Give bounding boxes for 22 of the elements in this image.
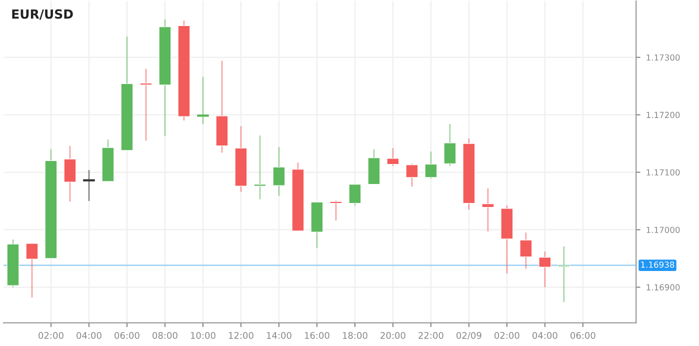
y-tick-label: 1.17000 <box>646 226 680 234</box>
x-tick-label: 04:00 <box>76 332 102 339</box>
x-tick-label: 20:00 <box>380 332 406 339</box>
x-tick-label: 16:00 <box>304 332 330 339</box>
x-tick-label: 06:00 <box>570 332 596 339</box>
x-tick-label: 06:00 <box>114 332 140 339</box>
x-tick-label: 02:00 <box>494 332 520 339</box>
x-tick-label: 02/09 <box>456 332 482 340</box>
x-tick-label: 22:00 <box>418 332 444 339</box>
y-tick-label: 1.17100 <box>646 169 680 176</box>
ref-line-label: 1.16938 <box>641 261 674 268</box>
text: EUR/USD <box>12 9 73 20</box>
y-tick-label: 1.17200 <box>646 112 680 118</box>
x-tick-label: 08:00 <box>152 332 178 339</box>
x-tick-label: 04:00 <box>532 332 558 339</box>
x-tick-label: 10:00 <box>190 332 216 339</box>
x-tick-label: 12:00 <box>228 332 254 339</box>
x-tick-label: 18:00 <box>342 332 368 339</box>
x-tick-label: 02:00 <box>38 332 64 339</box>
x-tick-label: 14:00 <box>266 332 292 339</box>
y-tick-label: 1.17300 <box>646 54 680 61</box>
y-tick-label: 1.16900 <box>646 284 680 290</box>
